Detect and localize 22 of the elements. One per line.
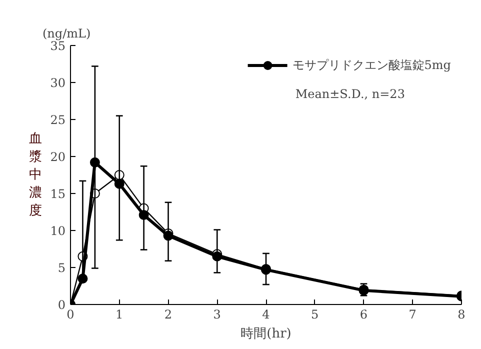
x-tick-label: 8 xyxy=(458,308,466,322)
y-tick-label: 30 xyxy=(50,76,66,90)
y-tick-label: 35 xyxy=(50,39,66,53)
y-tick-label: 20 xyxy=(50,150,66,164)
x-tick-label: 0 xyxy=(66,308,74,322)
x-axis-title: 時間(hr) xyxy=(240,326,292,342)
legend-label: モサプリドクエン酸塩錠5mg xyxy=(292,56,451,74)
annotation: Mean±S.D., n=23 xyxy=(295,87,405,101)
x-tick-label: 2 xyxy=(164,308,172,322)
y-tick-label: 15 xyxy=(50,187,66,201)
x-tick-label: 5 xyxy=(311,308,319,322)
y-tick-label: 10 xyxy=(50,224,66,238)
x-tick-label: 6 xyxy=(360,308,368,322)
y-tick-label: 5 xyxy=(58,261,66,275)
x-tick-label: 7 xyxy=(408,308,416,322)
y-axis-title: 血漿中濃度 xyxy=(29,132,42,218)
y-tick-label: 0 xyxy=(58,298,66,312)
x-tick-label: 4 xyxy=(262,308,270,322)
x-tick-label: 3 xyxy=(213,308,221,322)
x-tick-label: 1 xyxy=(116,308,124,322)
text: (ng/mL) xyxy=(42,26,91,40)
y-tick-label: 25 xyxy=(50,113,66,127)
